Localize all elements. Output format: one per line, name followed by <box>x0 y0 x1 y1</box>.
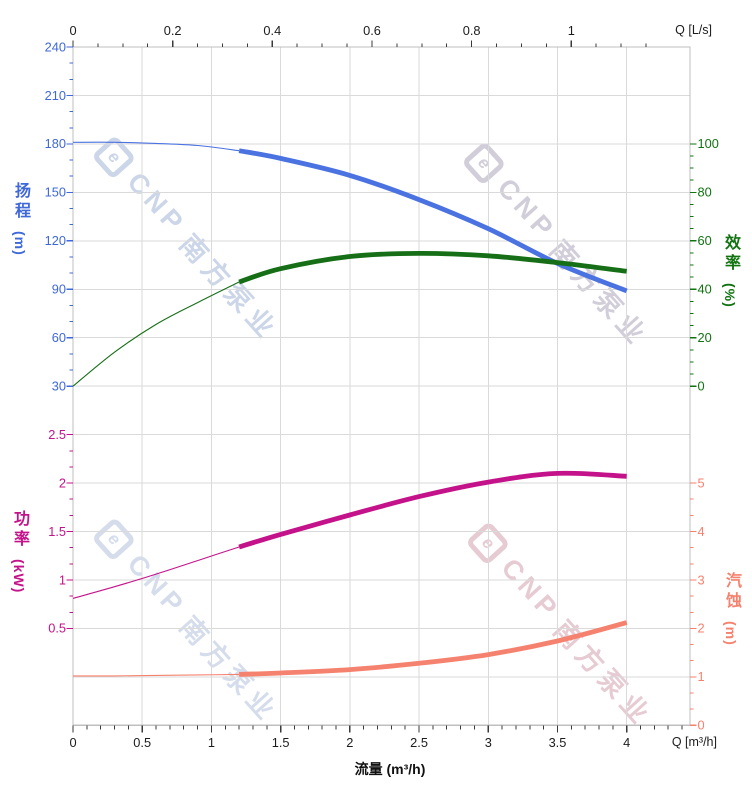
top-axis: 0 0.2 0.4 0.6 0.8 1 <box>69 23 647 47</box>
svg-text:3: 3 <box>698 572 705 587</box>
power-axis-name: 功率 <box>11 510 28 550</box>
gridlines <box>73 47 690 726</box>
head-axis-title: 扬程 (m) <box>12 182 29 256</box>
head-axis: 240 210 180 150 120 90 60 30 <box>45 39 73 393</box>
svg-text:2: 2 <box>698 621 705 636</box>
svg-text:210: 210 <box>45 88 66 103</box>
power-axis-unit: (kW) <box>11 559 27 594</box>
svg-text:1: 1 <box>59 572 66 587</box>
svg-text:80: 80 <box>698 185 712 200</box>
bottom-axis: 0 0.5 1 1.5 2 2.5 3 3.5 4 <box>69 725 683 750</box>
power-axis: 2.5 2 1.5 1 0.5 <box>48 427 73 636</box>
top-axis-unit-label: Q [L/s] <box>675 23 712 37</box>
svg-text:150: 150 <box>45 185 66 200</box>
svg-text:0.6: 0.6 <box>363 23 381 38</box>
svg-text:60: 60 <box>52 330 66 345</box>
svg-text:0: 0 <box>69 23 76 38</box>
svg-text:60: 60 <box>698 233 712 248</box>
svg-text:1.5: 1.5 <box>48 524 66 539</box>
svg-text:0.5: 0.5 <box>48 621 66 636</box>
npsh-axis: 5 4 3 2 1 0 <box>690 475 705 733</box>
svg-text:5: 5 <box>698 475 705 490</box>
svg-text:30: 30 <box>52 378 66 393</box>
npsh-axis-name: 汽蚀 <box>723 572 740 612</box>
svg-text:20: 20 <box>698 330 712 345</box>
npsh-curve <box>72 620 628 677</box>
svg-text:90: 90 <box>52 282 66 297</box>
svg-text:180: 180 <box>45 136 66 151</box>
efficiency-axis-unit: (%) <box>722 283 738 308</box>
svg-text:2.5: 2.5 <box>48 427 66 442</box>
svg-text:40: 40 <box>698 282 712 297</box>
x-axis-title: 流量 (m³/h) <box>354 761 426 777</box>
svg-text:3: 3 <box>485 735 492 750</box>
head-axis-name: 扬程 <box>12 182 29 222</box>
svg-text:240: 240 <box>45 39 66 54</box>
bottom-axis-unit-label: Q [m³/h] <box>671 735 717 749</box>
npsh-axis-title: 汽蚀 (m) <box>723 572 740 646</box>
efficiency-axis-name: 效率 <box>722 234 739 274</box>
svg-text:1: 1 <box>568 23 575 38</box>
svg-text:0: 0 <box>698 378 705 393</box>
svg-text:1: 1 <box>698 669 705 684</box>
svg-text:0.4: 0.4 <box>263 23 281 38</box>
head-axis-unit: (m) <box>12 231 28 256</box>
svg-text:0.5: 0.5 <box>133 735 151 750</box>
svg-text:1: 1 <box>208 735 215 750</box>
efficiency-axis: 100 80 60 40 20 0 <box>690 136 719 393</box>
svg-text:2: 2 <box>59 475 66 490</box>
svg-text:3.5: 3.5 <box>549 735 567 750</box>
svg-text:2.5: 2.5 <box>410 735 428 750</box>
efficiency-axis-title: 效率 (%) <box>722 234 739 308</box>
svg-text:0: 0 <box>69 735 76 750</box>
svg-text:0.2: 0.2 <box>164 23 182 38</box>
svg-text:1.5: 1.5 <box>272 735 290 750</box>
efficiency-curve <box>72 250 627 387</box>
power-axis-title: 功率 (kW) <box>11 510 28 594</box>
svg-text:4: 4 <box>623 735 630 750</box>
svg-text:120: 120 <box>45 233 66 248</box>
npsh-axis-unit: (m) <box>723 621 739 646</box>
svg-text:100: 100 <box>698 136 719 151</box>
svg-text:0: 0 <box>698 718 705 733</box>
svg-text:4: 4 <box>698 524 705 539</box>
svg-text:2: 2 <box>346 735 353 750</box>
power-curve <box>72 470 627 599</box>
svg-text:0.8: 0.8 <box>463 23 481 38</box>
